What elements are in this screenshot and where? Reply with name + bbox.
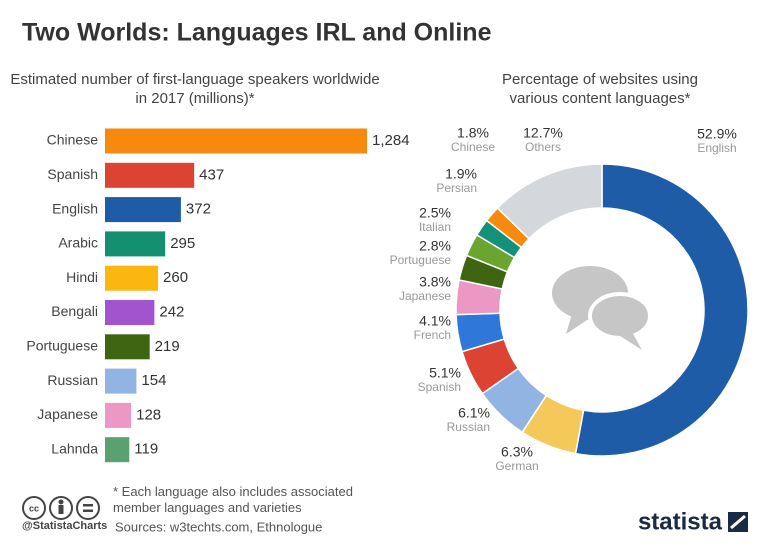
- slice-value-label: 2.5%: [419, 205, 451, 221]
- slice-value-label: 2.8%: [419, 238, 451, 254]
- slice-category-label: Others: [525, 140, 561, 154]
- chat-icon: [552, 266, 652, 350]
- bar-chart-title: Estimated number of first-language speak…: [10, 71, 380, 107]
- slice-value-label: 52.9%: [697, 126, 737, 142]
- logo-stroke: [730, 514, 746, 530]
- slice-category-label: German: [495, 459, 538, 473]
- category-label: English: [52, 200, 98, 216]
- icon-by: [58, 499, 64, 514]
- page-title: Two Worlds: Languages IRL and Online: [22, 19, 492, 47]
- category-label: Arabic: [58, 235, 98, 251]
- icon-cc: cc: [29, 503, 39, 513]
- footnote: * Each language also includes associated…: [113, 484, 353, 515]
- category-label: Lahnda: [51, 440, 98, 456]
- bar: [105, 265, 159, 291]
- slice-category-label: Persian: [436, 181, 477, 195]
- bar: [105, 197, 181, 223]
- bar: [105, 231, 166, 257]
- slice-value-label: 3.8%: [419, 274, 451, 290]
- icon-nd: [83, 504, 93, 512]
- donut-slice: [574, 163, 749, 457]
- slice-value-label: 6.1%: [458, 405, 490, 421]
- brand: statista: [638, 508, 723, 535]
- slice-category-label: English: [697, 141, 736, 155]
- value-label: 154: [141, 372, 166, 389]
- category-label: Spanish: [47, 166, 98, 182]
- bar: [105, 402, 132, 428]
- value-label: 437: [199, 166, 224, 183]
- slice-value-label: 4.1%: [419, 313, 451, 329]
- slice-category-label: Portuguese: [390, 253, 452, 267]
- value-label: 128: [136, 406, 161, 423]
- license-icons: [22, 496, 100, 520]
- slice-value-label: 1.8%: [457, 125, 489, 141]
- slice-value-label: 6.3%: [501, 444, 533, 460]
- bar: [105, 334, 150, 360]
- bar: [105, 368, 137, 394]
- slice-category-label: Japanese: [399, 289, 451, 303]
- slice-category-label: Chinese: [451, 140, 495, 154]
- handle: @StatistaCharts: [22, 520, 107, 532]
- value-label: 295: [170, 235, 195, 252]
- slice-category-label: Spanish: [418, 380, 461, 394]
- category-label: Portuguese: [26, 338, 98, 354]
- category-label: Chinese: [47, 132, 99, 148]
- donut-chart-title: Percentage of websites using various con…: [502, 71, 698, 107]
- value-label: 119: [134, 441, 158, 458]
- bar: [105, 128, 367, 154]
- category-label: Bengali: [51, 303, 98, 319]
- value-label: 372: [186, 201, 211, 218]
- value-label: 242: [159, 303, 184, 320]
- bar: [105, 300, 155, 325]
- category-label: Hindi: [66, 269, 98, 285]
- bar: [105, 437, 130, 463]
- source: Sources: w3techts.com, Ethnologue: [115, 519, 322, 534]
- slice-value-label: 1.9%: [445, 166, 477, 182]
- slice-category-label: Italian: [419, 220, 451, 234]
- bar: [105, 162, 195, 188]
- slice-value-label: 5.1%: [429, 365, 461, 381]
- slice-category-label: French: [414, 328, 451, 342]
- value-label: 260: [163, 269, 188, 286]
- donut-slice: [496, 163, 603, 240]
- category-label: Russian: [47, 372, 98, 388]
- category-label: Japanese: [37, 406, 98, 422]
- value-label: 1,284: [372, 132, 410, 149]
- value-label: 219: [155, 338, 180, 355]
- slice-category-label: Russian: [447, 420, 490, 434]
- slice-value-label: 12.7%: [523, 125, 563, 141]
